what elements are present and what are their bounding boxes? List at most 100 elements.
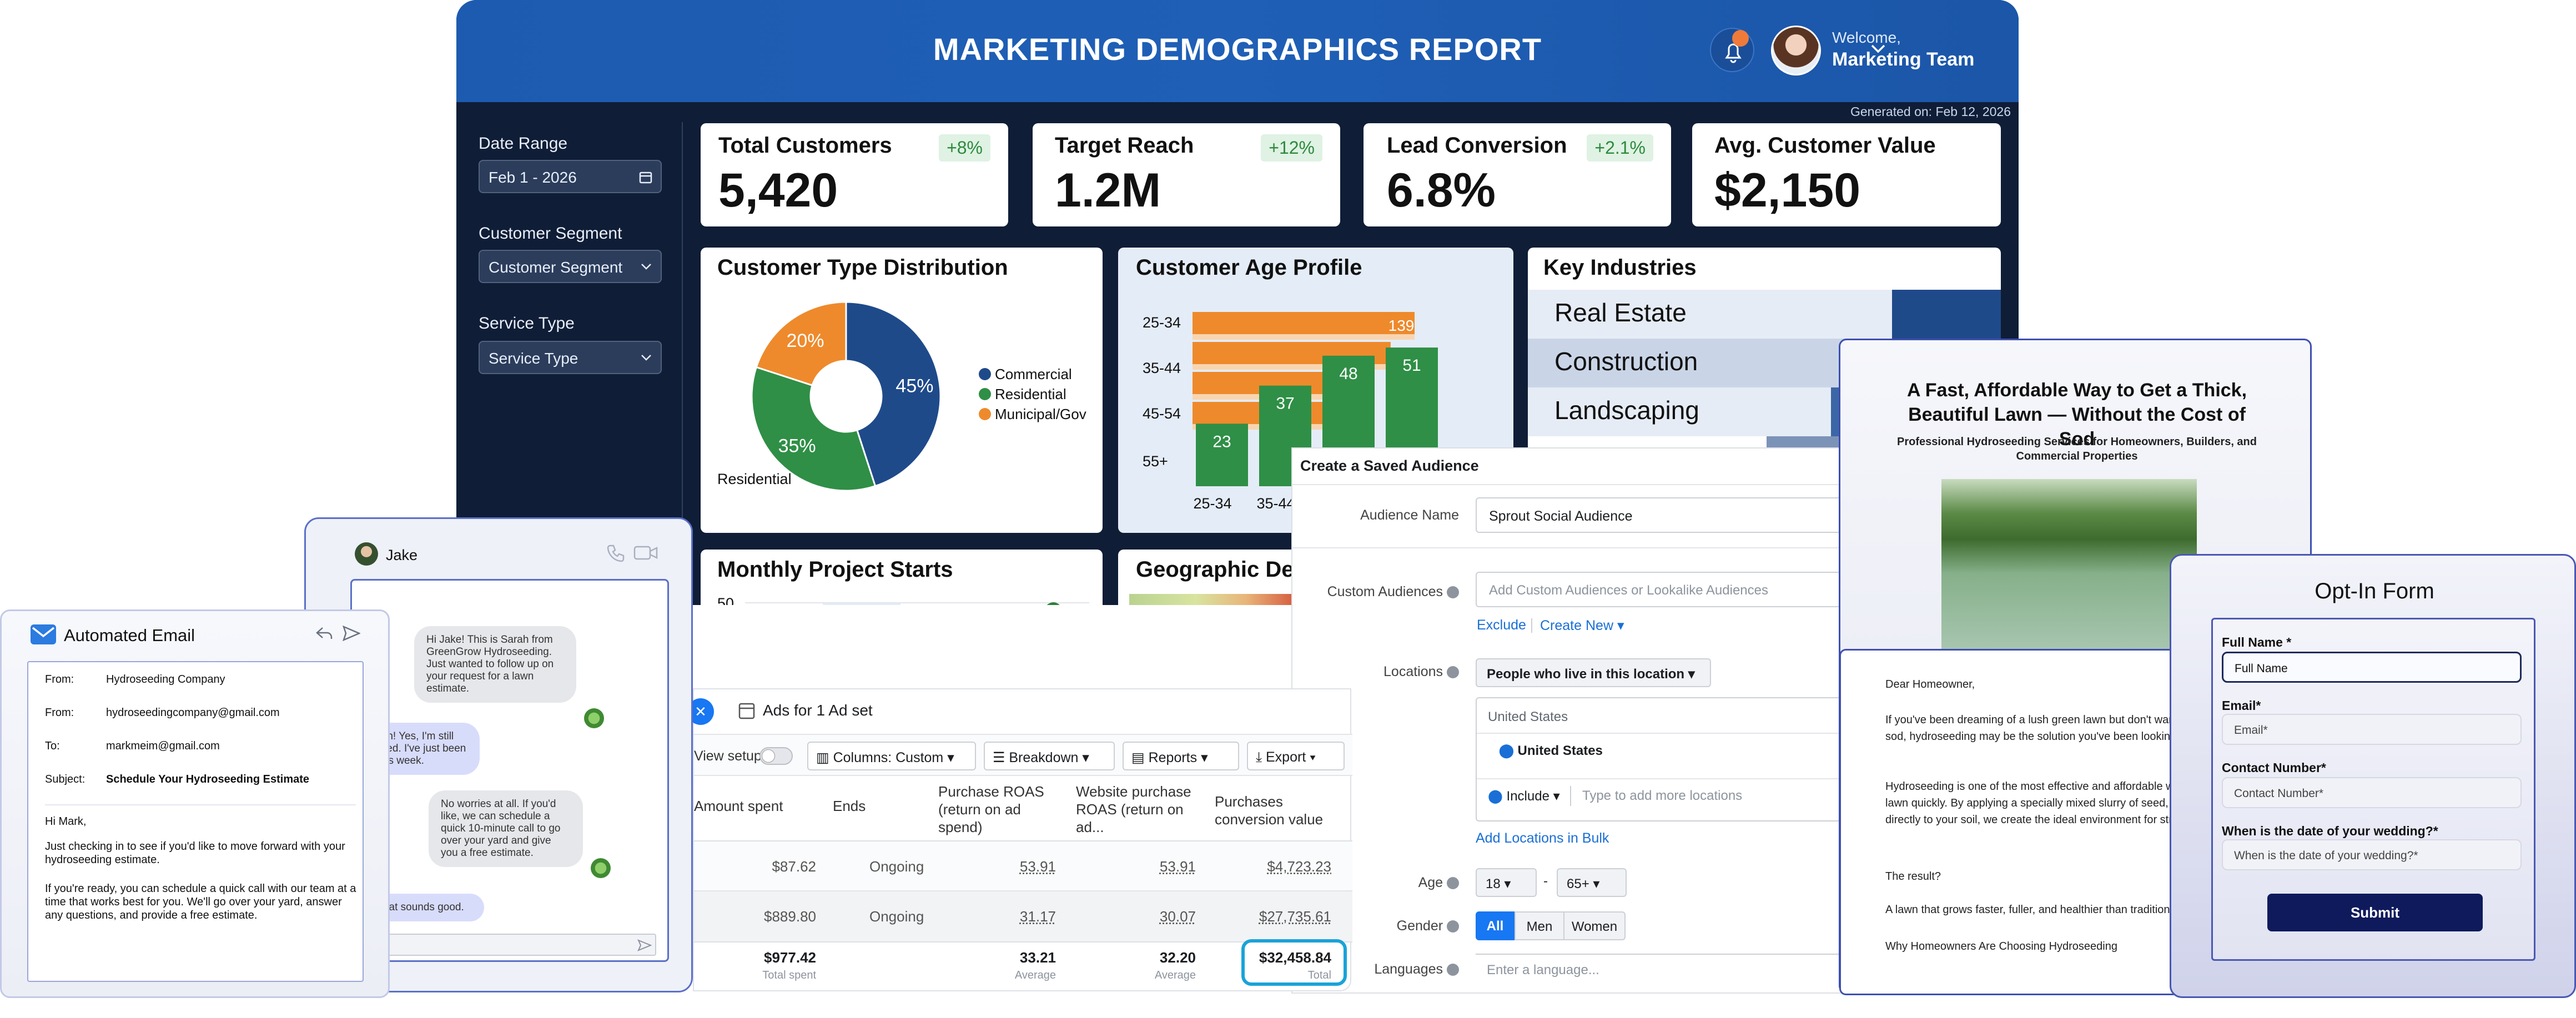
audience-name-input[interactable]: Sprout Social Audience (1476, 497, 1909, 533)
sender-avatar (584, 708, 604, 728)
divider (694, 890, 1352, 891)
date-range-value: Feb 1 - 2026 (489, 169, 577, 186)
gender-all-button[interactable]: All (1476, 911, 1515, 940)
kpi-title: Lead Conversion (1387, 133, 1567, 158)
email-p2: If you're ready, you can schedule a quic… (45, 883, 356, 921)
create-new-text: Create New (1540, 618, 1613, 633)
letter-p5: Why Homeowners Are Choosing Hydroseeding (1885, 940, 2117, 953)
view-setup-toggle[interactable] (759, 747, 793, 765)
columns-dropdown[interactable]: ▥ Columns: Custom ▾ (807, 742, 976, 770)
age-text: Age (1418, 875, 1443, 890)
audience-name-value: Sprout Social Audience (1489, 508, 1633, 524)
info-icon[interactable] (1447, 964, 1459, 976)
full-name-input[interactable]: Full Name (2222, 652, 2522, 683)
custom-audiences-input[interactable]: Add Custom Audiences or Lookalike Audien… (1476, 572, 1909, 607)
age-orange-bar-shade (1193, 364, 1391, 370)
email-title: Automated Email (64, 626, 195, 645)
kpi-value: 6.8% (1387, 164, 1496, 217)
gender-men-button[interactable]: Men (1515, 911, 1564, 940)
info-icon[interactable] (1447, 586, 1459, 599)
col-conversion-value[interactable]: Purchases conversion value (1215, 793, 1324, 828)
sidebar-divider (682, 122, 683, 605)
reports-text: Reports (1148, 750, 1198, 765)
total-roas-sub: Average (1014, 969, 1056, 981)
export-dropdown[interactable]: ⤓ Export ▾ (1247, 742, 1345, 770)
send-icon[interactable] (637, 939, 652, 951)
kpi-title: Avg. Customer Value (1714, 133, 1936, 158)
customer-segment-select[interactable]: Customer Segment (479, 250, 662, 283)
age-min-select[interactable]: 18 ▾ (1476, 868, 1537, 897)
message-input[interactable] (351, 934, 656, 956)
cell-roas: 31.17 (1019, 908, 1056, 925)
cell-website-roas: 30.07 (1159, 908, 1196, 925)
location-search-input[interactable]: Type to add more locations (1582, 788, 1743, 803)
send-icon[interactable] (343, 626, 360, 641)
exclude-link[interactable]: Exclude (1477, 617, 1526, 633)
email-p1: Just checking in to see if you'd like to… (45, 840, 345, 866)
service-type-value: Service Type (489, 350, 578, 367)
contact-number-input[interactable]: Contact Number* (2222, 777, 2522, 808)
col-ends[interactable]: Ends (833, 798, 866, 814)
pie-slice (845, 301, 942, 487)
pie-outer-label: Residential (717, 471, 792, 487)
age-max-value: 65+ (1567, 876, 1589, 891)
email-input[interactable]: Email* (2222, 714, 2522, 745)
user-avatar[interactable] (1771, 26, 1821, 75)
col-purchase-roas[interactable]: Purchase ROAS (return on ad spend) (938, 783, 1044, 835)
kpi-total-customers: Total Customers +8% 5,420 (701, 123, 1008, 226)
info-icon[interactable] (1447, 877, 1459, 890)
opt-in-form-window: Opt-In Form Full Name * Full Name Email*… (2170, 554, 2576, 998)
letter-card: Dear Homeowner, If you've been dreaming … (1839, 649, 2201, 995)
col-amount-spent[interactable]: Amount spent (694, 798, 783, 814)
total-amount-sub: Total spent (762, 969, 816, 981)
video-icon[interactable] (633, 543, 658, 562)
service-type-select[interactable]: Service Type (479, 341, 662, 374)
table-row[interactable]: $889.80 Ongoing 31.17 30.07 $27,735.61 (694, 891, 1352, 941)
divider (1477, 778, 1910, 779)
include-dropdown[interactable]: ⬤ Include ▾ (1488, 789, 1560, 804)
phone-icon[interactable] (606, 543, 625, 562)
age-category-label: 55+ (1143, 453, 1168, 470)
table-row[interactable]: $87.62 Ongoing 53.91 53.91 $4,723.23 (694, 841, 1352, 890)
user-name[interactable]: Marketing Team (1832, 49, 1975, 70)
breakdown-dropdown[interactable]: ☰ Breakdown ▾ (984, 742, 1115, 770)
gender-women-button[interactable]: Women (1563, 911, 1626, 940)
selected-location[interactable]: ⬤ United States (1499, 743, 1603, 758)
pie-slice (755, 301, 847, 387)
kpi-lead-conversion: Lead Conversion +2.1% 6.8% (1364, 123, 1671, 226)
age-dash: - (1543, 874, 1548, 889)
letter-p2: Hydroseeding is one of the most effectiv… (1885, 778, 2196, 847)
age-min-value: 18 (1486, 876, 1501, 891)
info-icon[interactable] (1447, 666, 1459, 679)
email-greeting: Hi Mark, (45, 815, 87, 828)
selected-location-text: United States (1517, 743, 1603, 758)
total-amount: $977.42 (764, 949, 816, 966)
legend-swatch (979, 368, 991, 380)
kpi-value: 5,420 (718, 164, 838, 217)
columns-text: Columns: Custom (833, 750, 944, 765)
submit-button[interactable]: Submit (2267, 894, 2483, 931)
industry-label: Real Estate (1554, 298, 1687, 327)
add-locations-bulk-link[interactable]: Add Locations in Bulk (1476, 830, 1609, 846)
age-category-label: 45-54 (1143, 405, 1181, 422)
create-new-link[interactable]: Create New ▾ (1540, 618, 1624, 633)
age-green-value-label: 23 (1212, 432, 1231, 451)
wedding-date-input[interactable]: When is the date of your wedding?* (2222, 839, 2522, 870)
legend-swatch (979, 408, 991, 420)
email-body-card: From: Hydroseeding Company From: hydrose… (27, 661, 364, 982)
date-range-field[interactable]: Feb 1 - 2026 (479, 160, 662, 193)
col-website-roas[interactable]: Website purchase ROAS (return on ad... (1076, 783, 1191, 835)
wedding-date-label: When is the date of your wedding?* (2222, 824, 2438, 838)
language-input[interactable]: Enter a language... (1476, 954, 1909, 982)
chevron-down-icon[interactable] (1870, 42, 1886, 56)
divider (1477, 733, 1910, 734)
reports-dropdown[interactable]: ▤ Reports ▾ (1123, 742, 1239, 770)
notification-dot (1732, 30, 1749, 47)
reply-icon[interactable] (316, 626, 334, 641)
age-max-select[interactable]: 65+ ▾ (1557, 868, 1627, 897)
locations-dropdown[interactable]: People who live in this location ▾ (1476, 658, 1711, 687)
series-line (1046, 602, 1060, 605)
info-icon[interactable] (1447, 920, 1459, 933)
email-window: Automated Email From: Hydroseeding Compa… (0, 609, 390, 998)
welcome-text: Welcome, (1832, 29, 1901, 46)
